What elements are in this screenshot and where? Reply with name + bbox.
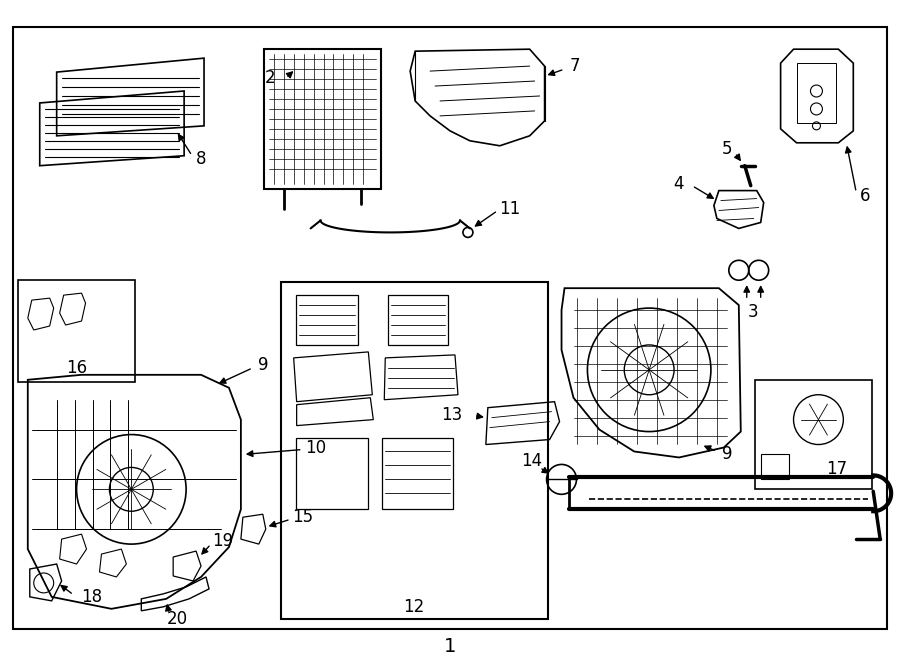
Text: 5: 5: [722, 139, 732, 158]
Text: 10: 10: [305, 438, 326, 457]
Text: 15: 15: [292, 508, 313, 526]
Bar: [755, 380, 872, 489]
Text: 7: 7: [569, 57, 580, 75]
Text: 13: 13: [441, 406, 462, 424]
Bar: [281, 282, 547, 619]
Text: 17: 17: [826, 461, 847, 479]
Text: 16: 16: [66, 359, 87, 377]
Text: 1: 1: [444, 637, 456, 656]
Bar: [796, 63, 836, 123]
Text: 18: 18: [82, 588, 103, 606]
Text: 11: 11: [500, 200, 520, 217]
Bar: [264, 49, 382, 188]
Text: 9: 9: [257, 356, 268, 374]
Text: 3: 3: [747, 303, 758, 321]
Text: 2: 2: [266, 69, 275, 87]
Text: 20: 20: [166, 610, 188, 628]
Text: 8: 8: [196, 150, 206, 168]
Text: 9: 9: [722, 446, 732, 463]
Text: 14: 14: [521, 452, 542, 471]
Text: 19: 19: [212, 532, 233, 550]
Text: 6: 6: [860, 186, 870, 204]
Text: 4: 4: [673, 175, 684, 192]
Bar: [18, 280, 135, 382]
Text: 12: 12: [403, 598, 425, 616]
